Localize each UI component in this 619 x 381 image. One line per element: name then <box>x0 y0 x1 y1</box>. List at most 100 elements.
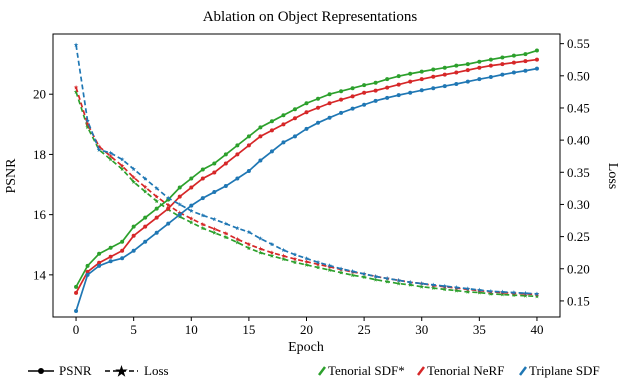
x-tick-label: 10 <box>185 322 198 337</box>
loss-point-triplane-sdf <box>154 185 159 191</box>
psnr-legend-marker <box>38 368 44 374</box>
loss-point-tenorial-sdf <box>235 239 240 245</box>
psnr-point-triplane-sdf <box>339 110 344 115</box>
psnr-point-tenorial-nerf <box>523 59 528 64</box>
psnr-point-tenorial-sdf <box>120 239 125 244</box>
y-left-axis-label: PSNR <box>4 158 19 194</box>
psnr-point-tenorial-sdf <box>419 69 424 74</box>
psnr-point-tenorial-nerf <box>396 82 401 87</box>
loss-point-tenorial-nerf <box>188 216 194 221</box>
psnr-point-tenorial-nerf <box>212 170 217 175</box>
psnr-point-triplane-sdf <box>385 95 390 100</box>
loss-point-tenorial-nerf <box>131 175 136 180</box>
y-left-tick-label: 18 <box>33 147 46 162</box>
loss-point-tenorial-nerf <box>315 261 321 267</box>
psnr-point-triplane-sdf <box>373 98 378 103</box>
loss-point-triplane-sdf <box>373 274 378 279</box>
legend-label-tenorial-sdf: Tenorial SDF* <box>328 363 405 378</box>
psnr-point-tenorial-sdf <box>258 125 263 130</box>
psnr-point-tenorial-nerf <box>120 248 125 253</box>
psnr-point-triplane-sdf <box>419 88 424 93</box>
psnr-point-triplane-sdf <box>523 68 528 73</box>
psnr-point-triplane-sdf <box>488 75 493 80</box>
loss-point-tenorial-sdf <box>384 279 390 284</box>
psnr-point-tenorial-nerf <box>97 260 102 265</box>
method-legend: Tenorial SDF* Tenorial NeRF Triplane SDF <box>318 363 600 378</box>
psnr-point-triplane-sdf <box>166 221 171 226</box>
loss-point-triplane-sdf <box>511 290 517 295</box>
loss-point-tenorial-sdf <box>73 89 79 94</box>
psnr-point-triplane-sdf <box>454 81 459 86</box>
psnr-point-tenorial-sdf <box>385 77 390 82</box>
chart-title: Ablation on Object Representations <box>203 9 418 25</box>
loss-point-tenorial-sdf <box>108 157 113 162</box>
loss-point-tenorial-sdf <box>292 259 298 265</box>
psnr-point-triplane-sdf <box>258 158 263 163</box>
loss-point-tenorial-sdf <box>200 225 206 231</box>
loss-point-triplane-sdf <box>465 286 471 291</box>
psnr-point-tenorial-nerf <box>177 194 182 199</box>
psnr-point-triplane-sdf <box>465 79 470 84</box>
y-right-axis-label: Loss <box>605 163 619 189</box>
psnr-point-triplane-sdf <box>534 66 539 71</box>
psnr-point-triplane-sdf <box>350 106 355 111</box>
psnr-point-tenorial-sdf <box>304 101 309 106</box>
loss-point-triplane-sdf <box>188 208 194 213</box>
psnr-point-tenorial-nerf <box>189 185 194 190</box>
loss-legend-label: Loss <box>144 363 169 378</box>
psnr-point-tenorial-sdf <box>511 53 516 58</box>
psnr-point-tenorial-sdf <box>131 224 136 229</box>
psnr-point-tenorial-sdf <box>523 52 528 57</box>
loss-point-triplane-sdf <box>488 288 494 294</box>
loss-point-triplane-sdf <box>384 276 390 281</box>
loss-point-triplane-sdf <box>419 281 425 286</box>
psnr-point-tenorial-sdf <box>108 245 113 250</box>
psnr-point-tenorial-nerf <box>143 224 148 229</box>
loss-point-triplane-sdf <box>177 202 183 207</box>
loss-point-triplane-sdf <box>119 157 125 162</box>
loss-point-tenorial-sdf <box>373 277 378 282</box>
psnr-point-tenorial-nerf <box>327 101 332 106</box>
loss-point-triplane-sdf <box>212 216 217 222</box>
x-axis-ticks: 0 5 10 15 20 25 30 35 40 <box>73 317 543 337</box>
psnr-point-tenorial-sdf <box>223 152 228 157</box>
loss-point-tenorial-nerf <box>235 236 240 242</box>
psnr-point-tenorial-nerf <box>500 62 505 67</box>
loss-point-tenorial-nerf <box>165 202 171 208</box>
loss-point-triplane-sdf <box>131 166 136 172</box>
psnr-point-tenorial-nerf <box>534 57 539 62</box>
psnr-point-triplane-sdf <box>304 126 309 131</box>
loss-point-tenorial-nerf <box>269 250 275 255</box>
psnr-point-tenorial-sdf <box>143 215 148 220</box>
y-left-tick-label: 14 <box>33 267 47 282</box>
y-right-tick-label: 0.25 <box>567 229 590 244</box>
psnr-point-tenorial-sdf <box>316 96 321 101</box>
x-tick-label: 15 <box>242 322 255 337</box>
loss-point-tenorial-sdf <box>142 189 148 194</box>
loss-point-tenorial-sdf <box>523 293 528 298</box>
psnr-point-triplane-sdf <box>511 70 516 75</box>
loss-point-triplane-sdf <box>165 195 171 200</box>
psnr-point-tenorial-sdf <box>97 251 102 256</box>
y-right-tick-label: 0.45 <box>567 100 590 115</box>
psnr-point-tenorial-nerf <box>74 290 79 295</box>
loss-point-tenorial-sdf <box>511 292 517 298</box>
loss-point-tenorial-sdf <box>188 220 194 225</box>
loss-point-tenorial-sdf <box>350 272 355 278</box>
loss-point-tenorial-nerf <box>85 121 90 126</box>
x-tick-label: 25 <box>358 322 371 337</box>
loss-point-tenorial-sdf <box>246 245 252 251</box>
psnr-point-triplane-sdf <box>477 77 482 82</box>
psnr-point-tenorial-sdf <box>327 92 332 97</box>
loss-point-tenorial-sdf <box>338 270 344 275</box>
psnr-point-tenorial-nerf <box>465 68 470 73</box>
psnr-point-triplane-sdf <box>362 102 367 107</box>
loss-point-triplane-sdf <box>142 176 148 181</box>
y-right-tick-label: 0.35 <box>567 165 590 180</box>
loss-point-tenorial-nerf <box>246 241 252 247</box>
loss-point-tenorial-sdf <box>85 124 90 130</box>
x-axis-label: Epoch <box>288 340 324 355</box>
x-tick-label: 5 <box>130 322 137 337</box>
loss-point-triplane-sdf <box>292 252 298 257</box>
